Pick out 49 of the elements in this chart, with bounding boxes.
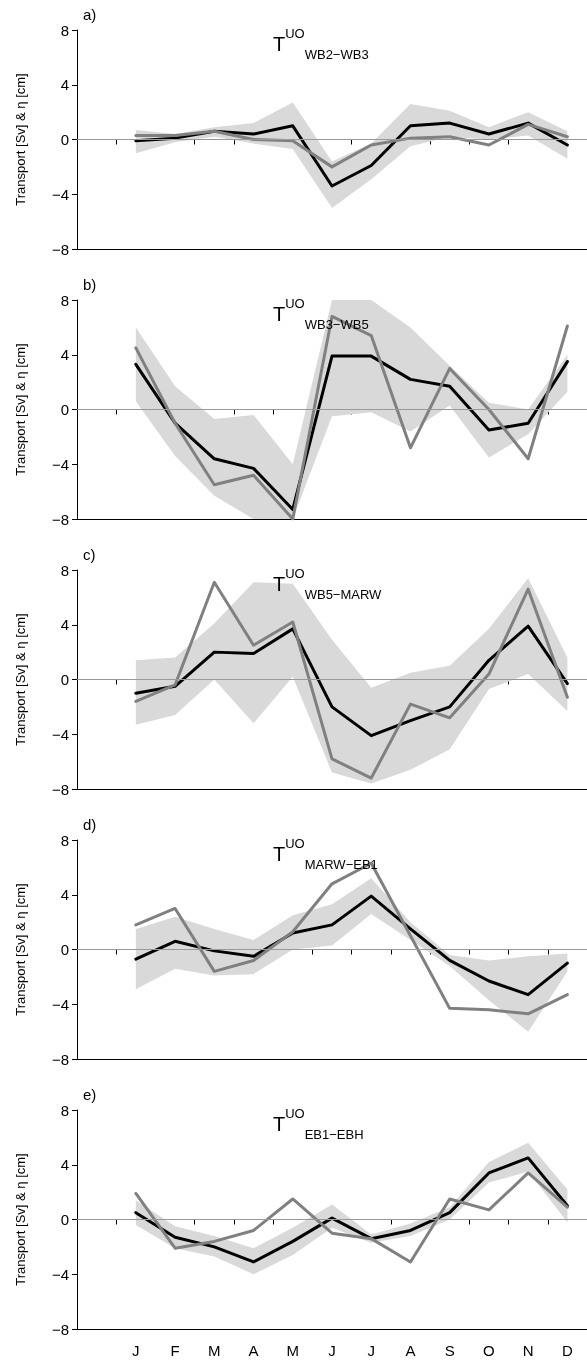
y-tick-label: 4: [60, 1156, 69, 1174]
y-tick-label: 8: [60, 291, 69, 309]
text: a): [83, 6, 97, 23]
y-tick-label: 4: [60, 886, 69, 904]
y-tick-label: 8: [60, 561, 69, 579]
y-tick-label: 0: [60, 1211, 69, 1228]
line-series: [134, 122, 569, 169]
y-tick-label: 0: [60, 941, 69, 958]
y-tick-label: −4: [51, 725, 69, 743]
y-axis-title: Transport [Sv] & η [cm]: [13, 1153, 28, 1286]
y-tick-label: 4: [60, 346, 69, 364]
y-tick-label: 8: [60, 21, 69, 39]
y-tick-label: −4: [51, 185, 69, 203]
x-tick-label: F: [170, 1342, 180, 1359]
text: e): [83, 1086, 97, 1103]
y-axis-title: Transport [Sv] & η [cm]: [13, 343, 28, 476]
y-tick-label: −8: [51, 780, 69, 798]
x-tick-label: M: [208, 1342, 221, 1359]
text: c): [83, 546, 96, 563]
text: b): [83, 276, 97, 293]
y-axis-title: Transport [Sv] & η [cm]: [13, 73, 28, 206]
x-tick-label: A: [405, 1342, 416, 1359]
y-tick-label: 0: [60, 401, 69, 418]
x-tick-label: M: [286, 1342, 300, 1359]
x-tick-label: J: [367, 1342, 375, 1359]
y-tick-label: 8: [60, 1101, 69, 1119]
line-series: [134, 861, 569, 1016]
y-tick-label: 8: [60, 831, 69, 849]
y-tick-label: −4: [51, 1265, 69, 1283]
x-tick-label: N: [522, 1342, 534, 1359]
y-tick-label: 4: [60, 76, 69, 94]
x-tick-label: J: [132, 1342, 140, 1359]
y-axis-title: Transport [Sv] & η [cm]: [13, 883, 28, 1016]
text: d): [83, 816, 97, 833]
y-tick-label: −8: [51, 240, 69, 258]
y-tick-label: −8: [51, 1320, 69, 1338]
x-tick-label: S: [444, 1342, 455, 1359]
y-tick-label: 4: [60, 616, 69, 634]
y-axis-title: Transport [Sv] & η [cm]: [13, 613, 28, 746]
x-tick-label: J: [328, 1342, 336, 1359]
y-tick-label: 0: [60, 131, 69, 148]
x-tick-label: O: [483, 1342, 495, 1359]
x-tick-label: D: [561, 1342, 573, 1359]
y-tick-label: 0: [60, 671, 69, 688]
y-tick-label: −8: [51, 510, 69, 528]
y-tick-label: −4: [51, 455, 69, 473]
y-tick-label: −4: [51, 995, 69, 1013]
y-tick-label: −8: [51, 1050, 69, 1068]
x-tick-label: A: [248, 1342, 259, 1359]
